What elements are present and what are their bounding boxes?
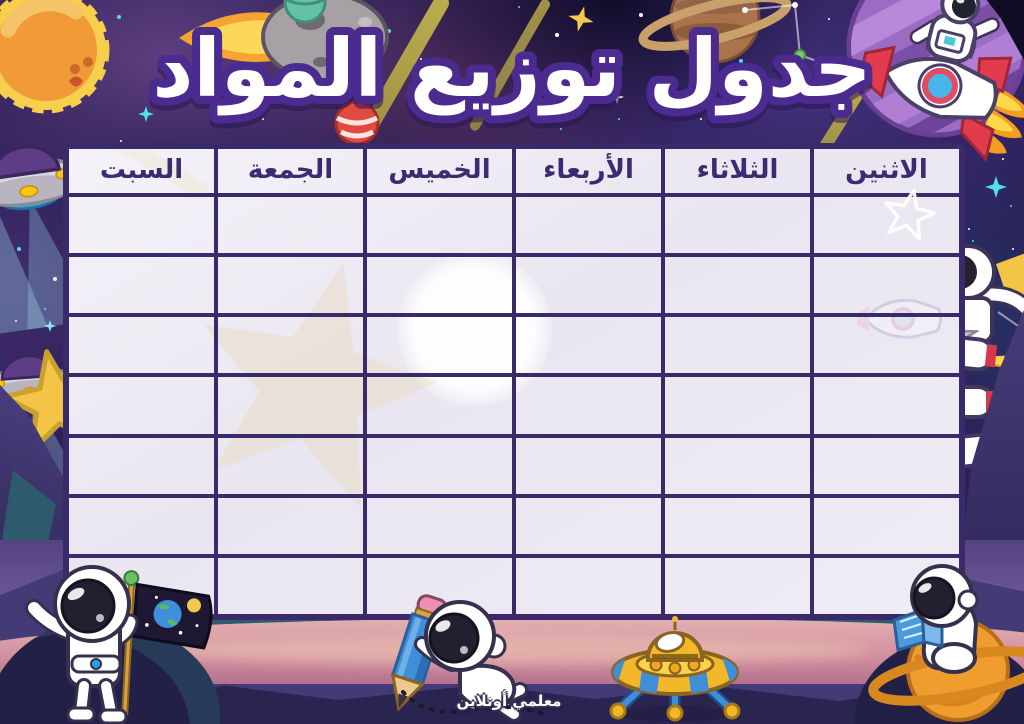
schedule-cell[interactable] (365, 375, 514, 436)
astronaut-flag-icon (25, 565, 213, 724)
schedule-cell[interactable] (812, 495, 961, 556)
schedule-cell[interactable] (812, 195, 961, 256)
constellation-icon (742, 2, 858, 78)
schedule-cell[interactable] (514, 375, 663, 436)
poster-title: جدول توزيع المواد (144, 14, 879, 124)
teal-planet-icon (283, 0, 327, 24)
schedule-cell[interactable] (67, 195, 216, 256)
schedule-cell[interactable] (216, 435, 365, 496)
white-star-icon (884, 188, 936, 241)
schedule-cell[interactable] (216, 495, 365, 556)
schedule-cell[interactable] (812, 435, 961, 496)
rocket-astronaut-icon (858, 0, 1024, 163)
schedule-cell[interactable] (812, 375, 961, 436)
schedule-table: الاثنين الثلاثاء الأربعاء الخميس الجمعة … (63, 143, 965, 620)
day-header-friday: الجمعة (216, 147, 365, 195)
schedule-cell[interactable] (663, 195, 812, 256)
schedule-cell[interactable] (67, 375, 216, 436)
schedule-cell[interactable] (663, 375, 812, 436)
day-header-wednesday: الأربعاء (514, 147, 663, 195)
schedule-cell[interactable] (812, 315, 961, 376)
schedule-grid: الاثنين الثلاثاء الأربعاء الخميس الجمعة … (67, 147, 961, 616)
schedule-cell[interactable] (365, 435, 514, 496)
table-underlay (67, 147, 961, 616)
schedule-cell[interactable] (514, 435, 663, 496)
red-planet-icon (334, 100, 380, 146)
schedule-cell[interactable] (216, 255, 365, 316)
schedule-cell[interactable] (514, 315, 663, 376)
sun-icon (0, 0, 110, 114)
schedule-cell[interactable] (514, 255, 663, 316)
schedule-cell[interactable] (514, 495, 663, 556)
page-title: جدول توزيع المواد (152, 22, 871, 116)
schedule-cell[interactable] (67, 495, 216, 556)
schedule-cell[interactable] (67, 255, 216, 316)
schedule-cell[interactable] (216, 375, 365, 436)
schedule-cell[interactable] (365, 255, 514, 316)
schedule-cell[interactable] (67, 315, 216, 376)
ufo-lander-icon (609, 616, 741, 722)
schedule-cell[interactable] (67, 435, 216, 496)
faint-moon-icon (397, 252, 552, 407)
schedule-cell[interactable] (663, 495, 812, 556)
schedule-cell[interactable] (663, 555, 812, 616)
schedule-cell[interactable] (365, 495, 514, 556)
day-header-saturday: السبت (67, 147, 216, 195)
schedule-cell[interactable] (663, 315, 812, 376)
astronaut-reading-icon (868, 564, 1024, 722)
day-header-tuesday: الثلاثاء (663, 147, 812, 195)
brand-watermark: معلمي أونلاين (456, 692, 562, 710)
schedule-cell[interactable] (216, 315, 365, 376)
schedule-cell[interactable] (365, 195, 514, 256)
schedule-cell[interactable] (812, 255, 961, 316)
schedule-cell[interactable] (216, 555, 365, 616)
astronaut-pencil-icon (390, 594, 528, 722)
schedule-cell[interactable] (365, 315, 514, 376)
saturn-icon (638, 0, 792, 64)
schedule-cell[interactable] (663, 435, 812, 496)
salmon-highlight (153, 636, 871, 664)
schedule-cell[interactable] (216, 195, 365, 256)
schedule-cell[interactable] (663, 255, 812, 316)
day-header-thursday: الخميس (365, 147, 514, 195)
pencil-trail-icon (401, 690, 545, 716)
schedule-cell[interactable] (514, 555, 663, 616)
schedule-cell[interactable] (514, 195, 663, 256)
day-header-monday: الاثنين (812, 147, 961, 195)
